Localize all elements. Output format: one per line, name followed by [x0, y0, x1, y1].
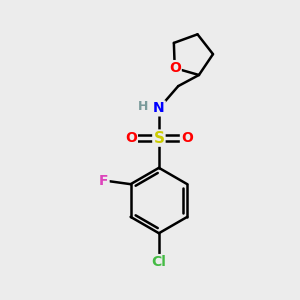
Text: S: S: [153, 130, 164, 146]
Text: H: H: [138, 100, 148, 113]
Text: O: O: [181, 131, 193, 145]
Text: O: O: [125, 131, 137, 145]
Text: F: F: [99, 174, 109, 188]
Text: O: O: [169, 61, 181, 75]
Text: Cl: Cl: [152, 255, 166, 269]
Text: N: N: [153, 101, 165, 116]
